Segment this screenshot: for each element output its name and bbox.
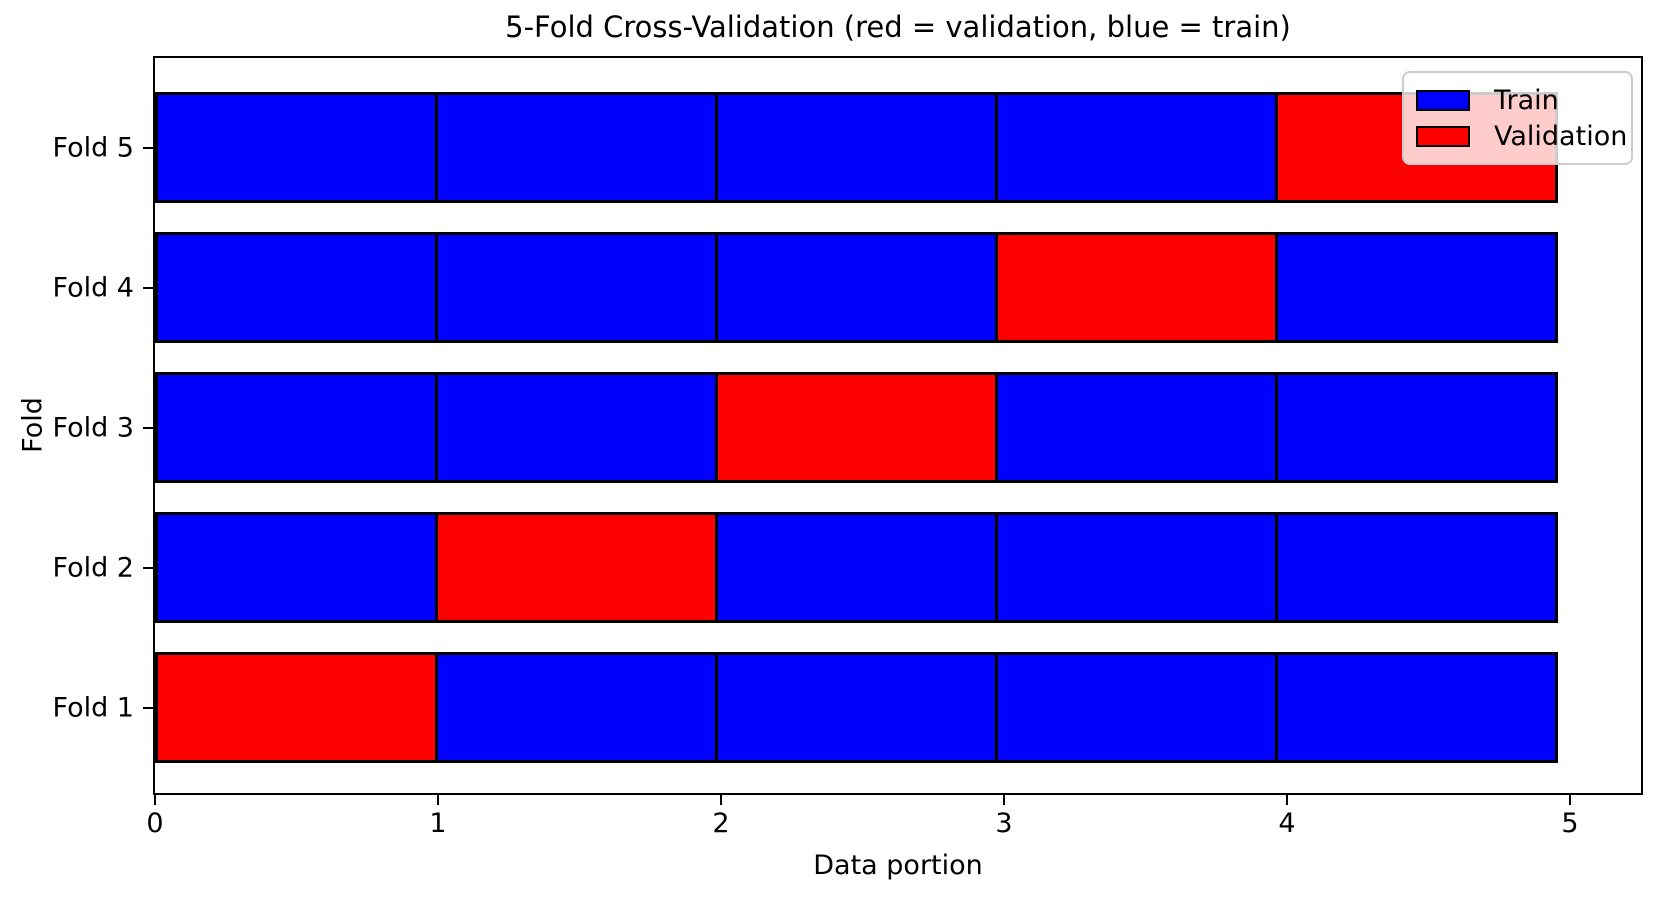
x-tick-mark bbox=[1003, 795, 1005, 805]
train-segment bbox=[715, 232, 998, 343]
train-segment bbox=[715, 92, 998, 203]
y-tick-mark bbox=[143, 146, 153, 149]
y-tick-mark bbox=[143, 286, 153, 289]
x-tick-mark bbox=[154, 795, 156, 805]
plot-area bbox=[153, 56, 1643, 795]
x-tick-label: 4 bbox=[1278, 808, 1296, 839]
legend-entries: Train Validation bbox=[1404, 83, 1631, 153]
y-tick-label: Fold 4 bbox=[52, 272, 135, 303]
train-segment bbox=[1275, 232, 1558, 343]
train-segment bbox=[435, 372, 718, 483]
y-tick-label: Fold 3 bbox=[52, 412, 135, 443]
train-segment bbox=[1275, 372, 1558, 483]
train-segment bbox=[715, 512, 998, 623]
train-segment bbox=[995, 372, 1278, 483]
x-axis-label: Data portion bbox=[813, 850, 983, 881]
train-segment bbox=[1275, 652, 1558, 763]
y-tick-mark bbox=[143, 706, 153, 709]
train-segment bbox=[435, 652, 718, 763]
x-tick-mark bbox=[720, 795, 722, 805]
train-segment bbox=[435, 232, 718, 343]
y-tick-label: Fold 5 bbox=[52, 132, 135, 163]
train-segment bbox=[995, 652, 1278, 763]
x-tick-mark bbox=[437, 795, 439, 805]
train-segment bbox=[995, 92, 1278, 203]
legend-label: Train bbox=[1494, 84, 1559, 116]
train-segment bbox=[155, 92, 438, 203]
train-segment bbox=[715, 652, 998, 763]
train-segment bbox=[155, 232, 438, 343]
fold-row-fold-4 bbox=[155, 232, 1558, 343]
fold-row-fold-3 bbox=[155, 372, 1558, 483]
train-segment bbox=[1275, 512, 1558, 623]
validation-segment bbox=[435, 512, 718, 623]
validation-segment bbox=[155, 652, 438, 763]
train-legend-patch bbox=[1416, 89, 1470, 111]
legend-entry-train: Train bbox=[1404, 83, 1631, 117]
train-segment bbox=[995, 512, 1278, 623]
train-segment bbox=[155, 372, 438, 483]
x-tick-mark bbox=[1569, 795, 1571, 805]
x-tick-label: 5 bbox=[1561, 808, 1579, 839]
legend-label: Validation bbox=[1494, 120, 1628, 152]
legend-entry-validation: Validation bbox=[1404, 119, 1631, 153]
x-tick-label: 2 bbox=[712, 808, 730, 839]
x-tick-mark bbox=[1286, 795, 1288, 805]
x-tick-label: 0 bbox=[146, 808, 164, 839]
y-tick-label: Fold 1 bbox=[52, 692, 135, 723]
validation-segment bbox=[995, 232, 1278, 343]
train-segment bbox=[155, 512, 438, 623]
x-tick-label: 1 bbox=[429, 808, 447, 839]
legend: Train Validation bbox=[1402, 71, 1633, 165]
validation-legend-patch bbox=[1416, 125, 1470, 147]
y-axis-label: Fold bbox=[17, 397, 49, 453]
fold-row-fold-5 bbox=[155, 92, 1558, 203]
fold-row-fold-1 bbox=[155, 652, 1558, 763]
train-segment bbox=[435, 92, 718, 203]
chart-title: 5-Fold Cross-Validation (red = validatio… bbox=[505, 10, 1291, 44]
fold-row-fold-2 bbox=[155, 512, 1558, 623]
y-tick-mark bbox=[143, 426, 153, 429]
y-tick-label: Fold 2 bbox=[52, 552, 135, 583]
x-tick-label: 3 bbox=[995, 808, 1013, 839]
validation-segment bbox=[715, 372, 998, 483]
y-tick-mark bbox=[143, 566, 153, 569]
